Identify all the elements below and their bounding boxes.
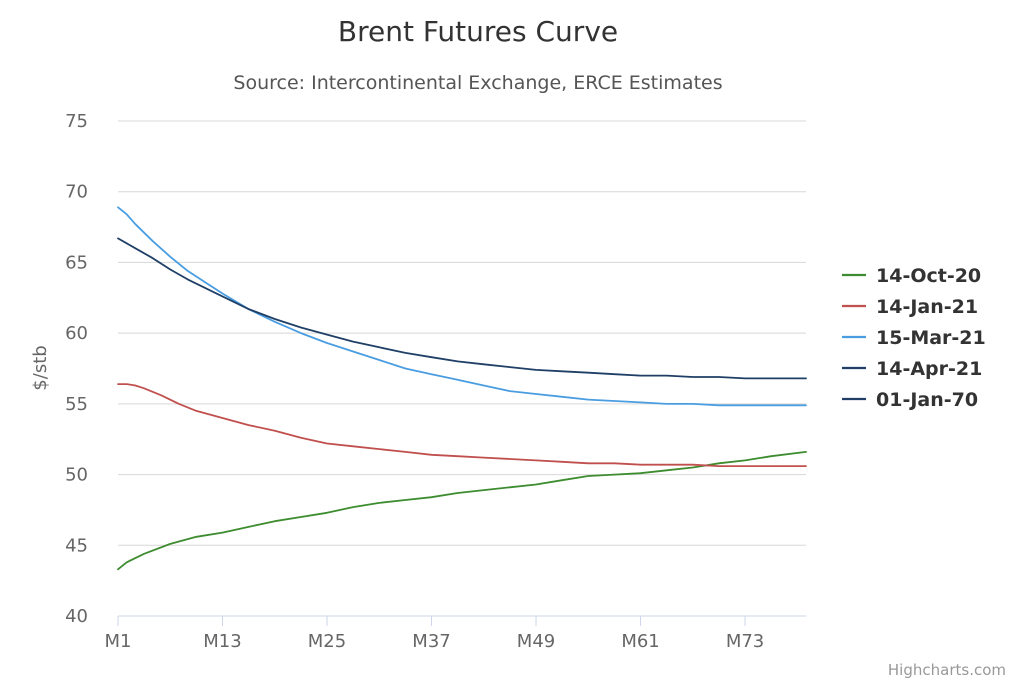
x-tick-label: M25 [308, 631, 346, 652]
series-line-14-Oct-20[interactable] [117, 451, 807, 571]
legend-label: 14-Apr-21 [876, 358, 982, 380]
x-tick-label: M1 [105, 631, 132, 652]
legend-label: 01-Jan-70 [876, 389, 978, 411]
legend-label: 15-Mar-21 [876, 327, 986, 349]
x-tick-label: M61 [621, 631, 659, 652]
legend-item-14-Apr-21[interactable]: 14-Apr-21 [842, 358, 982, 380]
x-tick-label: M49 [517, 631, 555, 652]
y-tick-label: 40 [65, 606, 88, 627]
y-tick-label: 55 [65, 394, 88, 415]
x-tick-label: M37 [412, 631, 450, 652]
legend-item-14-Oct-20[interactable]: 14-Oct-20 [842, 265, 981, 287]
y-tick-label: 60 [65, 323, 88, 344]
legend-item-14-Jan-21[interactable]: 14-Jan-21 [842, 296, 978, 318]
y-tick-label: 70 [65, 182, 88, 203]
legend-label: 14-Jan-21 [876, 296, 978, 318]
y-axis-ticks: 40 45 50 55 60 65 70 75 [65, 111, 88, 627]
legend-item-15-Mar-21[interactable]: 15-Mar-21 [842, 327, 986, 349]
x-tick-label: M13 [203, 631, 241, 652]
y-axis-label: $/stb [30, 345, 51, 390]
series-line-14-Jan-21[interactable] [117, 383, 807, 467]
x-tick-label: M73 [726, 631, 764, 652]
legend-label: 14-Oct-20 [876, 265, 981, 287]
plot-series [117, 206, 807, 571]
y-tick-label: 75 [65, 111, 88, 132]
grid-lines [118, 120, 806, 546]
y-tick-label: 50 [65, 465, 88, 486]
series-line-15-Mar-21[interactable] [117, 206, 807, 407]
series-line-14-Apr-21[interactable] [117, 237, 807, 380]
credit-link[interactable]: Highcharts.com [888, 661, 1006, 679]
legend-item-01-Jan-70[interactable]: 01-Jan-70 [842, 389, 978, 411]
x-axis: M1 M13 M25 M37 M49 M61 M73 [105, 615, 806, 652]
chart-title: Brent Futures Curve [338, 15, 618, 48]
y-tick-label: 65 [65, 252, 88, 273]
chart-subtitle: Source: Intercontinental Exchange, ERCE … [233, 72, 722, 94]
y-tick-label: 45 [65, 535, 88, 556]
legend[interactable]: 14-Oct-20 14-Jan-21 15-Mar-21 14-Apr-21 01-J… [842, 265, 986, 411]
